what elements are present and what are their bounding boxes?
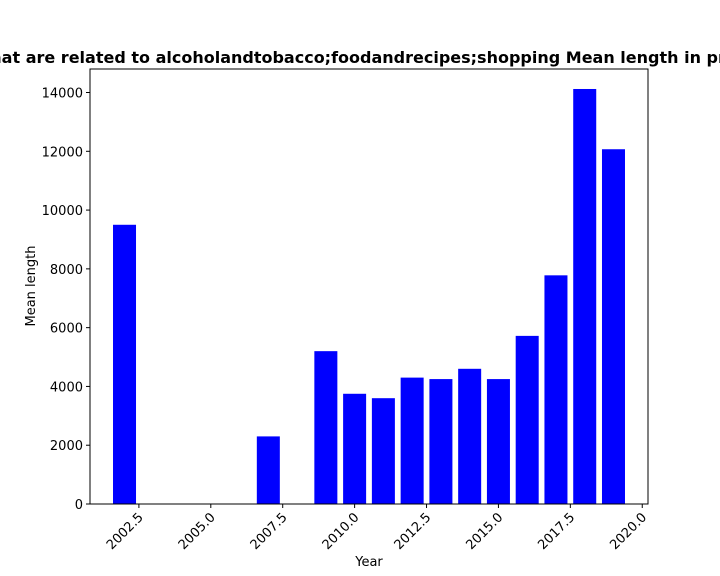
bar-2012 [400,377,424,504]
bar-2002 [113,224,137,504]
x-tick-label: 2015.0 [463,510,506,553]
bar-2014 [458,368,482,504]
y-tick-label: 6000 [50,322,83,337]
bar-2009 [314,351,338,504]
bar-2016 [515,335,539,504]
y-tick-label: 8000 [50,263,83,278]
bars-group [113,88,625,505]
bar-2018 [573,88,597,505]
y-axis-label: Mean length [24,246,39,327]
y-tick-label: 4000 [50,380,83,395]
x-tick-label: 2002.5 [104,510,147,553]
bar-2010 [343,393,367,504]
x-axis-ticks: 2002.5 2005.0 2007.5 2010.0 2012.5 2015.0 2017… [104,504,650,553]
y-axis-ticks: 0 2000 4000 6000 8000 10000 12000 14000 [42,87,90,513]
bar-2019 [601,149,625,505]
x-tick-label: 2017.5 [535,510,578,553]
x-tick-label: 2012.5 [392,510,435,553]
plot-area-frame [89,68,649,505]
x-tick-label: 2007.5 [248,510,291,553]
y-tick-label: 12000 [42,145,83,160]
x-tick-label: 2010.0 [320,510,363,553]
y-tick-label: 2000 [50,439,83,454]
y-tick-label: 10000 [42,204,83,219]
bar-2011 [371,398,395,504]
bar-2013 [429,379,453,504]
y-tick-label: 14000 [42,87,83,102]
x-tick-label: 2005.0 [176,510,219,553]
x-axis-label: Year [354,555,383,570]
bar-2015 [486,379,510,504]
chart-title: ots that are related to alcoholandtobacc… [0,48,720,67]
x-tick-label: 2020.0 [607,510,650,553]
y-tick-label: 0 [75,498,83,513]
bar-2017 [544,275,568,504]
bar-2007 [256,436,280,504]
